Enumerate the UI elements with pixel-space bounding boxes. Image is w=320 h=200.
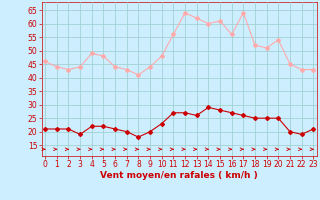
X-axis label: Vent moyen/en rafales ( km/h ): Vent moyen/en rafales ( km/h ) (100, 171, 258, 180)
